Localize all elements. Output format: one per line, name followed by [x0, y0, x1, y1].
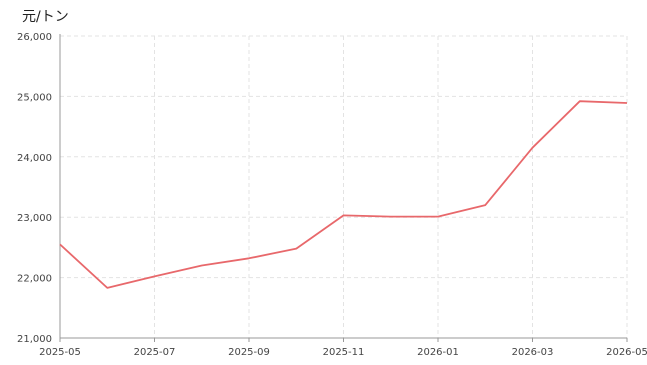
price-series-line	[59, 100, 628, 289]
y-tick-label: 25,000	[17, 92, 52, 103]
x-tick-label: 2025-11	[323, 347, 365, 358]
y-tick-label: 23,000	[17, 213, 52, 224]
x-tick-label: 2025-09	[228, 347, 270, 358]
x-tick-label: 2026-05	[606, 347, 647, 358]
x-tick-label: 2025-05	[39, 347, 81, 358]
y-tick-label: 24,000	[17, 153, 52, 164]
y-tick-label: 26,000	[17, 32, 52, 43]
x-tick-label: 2025-07	[134, 347, 176, 358]
x-tick-label: 2026-01	[417, 347, 459, 358]
x-tick-label: 2026-03	[512, 347, 554, 358]
y-axis-unit-label: 元/トン	[22, 9, 69, 25]
y-tick-label: 22,000	[17, 274, 52, 285]
y-tick-label: 21,000	[17, 334, 52, 345]
